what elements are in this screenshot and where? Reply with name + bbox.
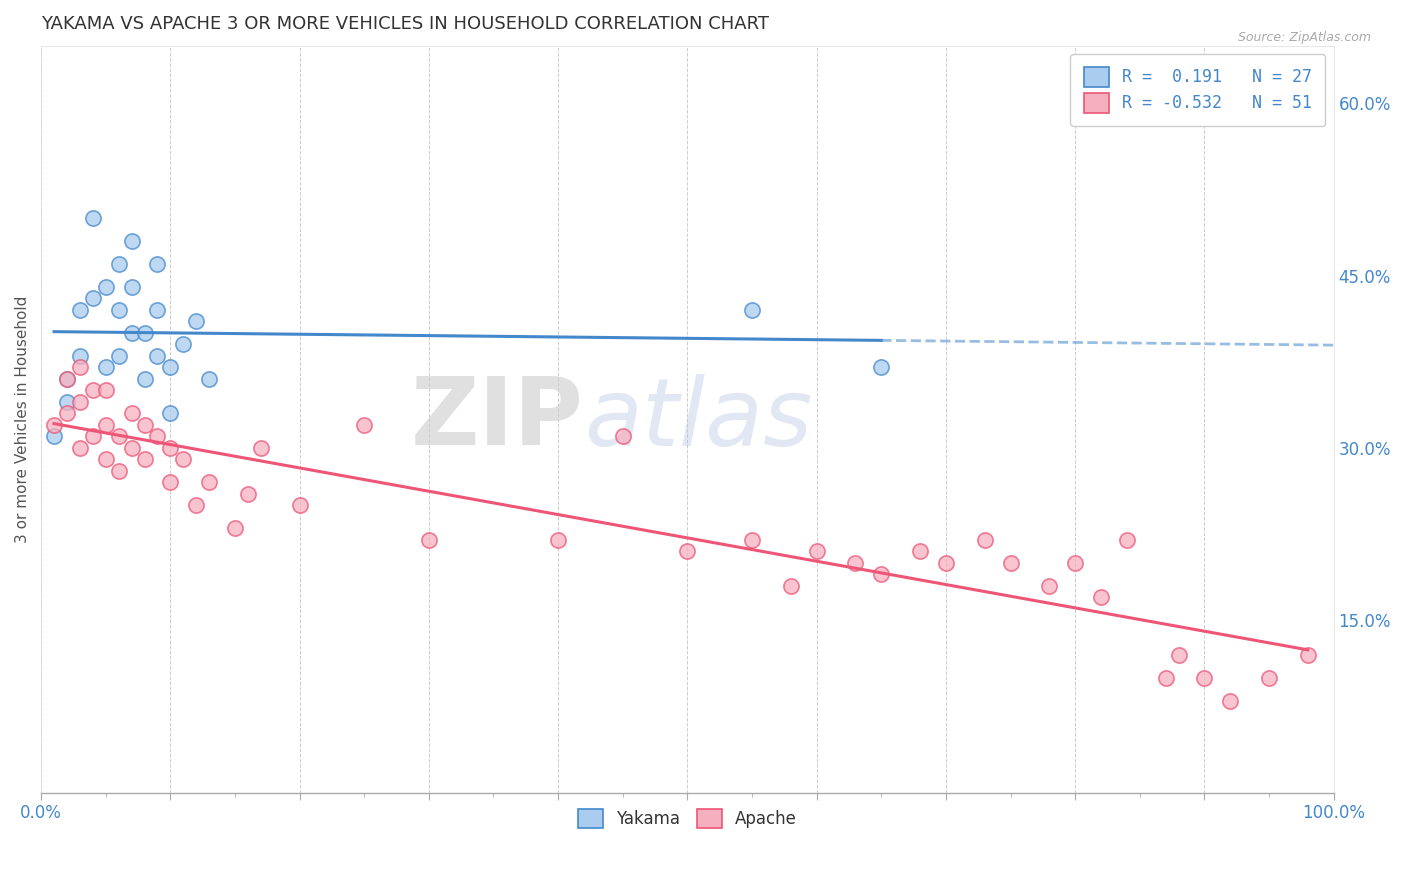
Legend: Yakama, Apache: Yakama, Apache	[569, 801, 806, 837]
Point	[121, 234, 143, 248]
Point	[94, 360, 117, 375]
Point	[94, 452, 117, 467]
Point	[1154, 671, 1177, 685]
Point	[159, 406, 181, 420]
Point	[741, 533, 763, 547]
Point	[353, 417, 375, 432]
Point	[69, 395, 91, 409]
Point	[1064, 556, 1087, 570]
Point	[844, 556, 866, 570]
Text: ZIP: ZIP	[411, 373, 583, 465]
Point	[82, 429, 104, 443]
Y-axis label: 3 or more Vehicles in Household: 3 or more Vehicles in Household	[15, 295, 30, 543]
Text: YAKAMA VS APACHE 3 OR MORE VEHICLES IN HOUSEHOLD CORRELATION CHART: YAKAMA VS APACHE 3 OR MORE VEHICLES IN H…	[41, 15, 769, 33]
Point	[1219, 694, 1241, 708]
Point	[1090, 591, 1112, 605]
Point	[935, 556, 957, 570]
Point	[69, 360, 91, 375]
Point	[908, 544, 931, 558]
Point	[82, 384, 104, 398]
Point	[56, 372, 79, 386]
Point	[236, 487, 259, 501]
Point	[121, 406, 143, 420]
Point	[1038, 579, 1060, 593]
Point	[107, 464, 129, 478]
Point	[870, 360, 893, 375]
Point	[146, 303, 169, 318]
Point	[69, 441, 91, 455]
Point	[107, 257, 129, 271]
Text: atlas: atlas	[583, 374, 813, 465]
Point	[134, 417, 156, 432]
Point	[741, 303, 763, 318]
Point	[159, 441, 181, 455]
Point	[288, 499, 311, 513]
Point	[198, 372, 221, 386]
Point	[612, 429, 634, 443]
Point	[1000, 556, 1022, 570]
Point	[186, 499, 208, 513]
Point	[172, 337, 194, 351]
Point	[806, 544, 828, 558]
Point	[547, 533, 569, 547]
Point	[1167, 648, 1189, 662]
Point	[224, 521, 246, 535]
Point	[42, 429, 65, 443]
Point	[107, 429, 129, 443]
Point	[56, 372, 79, 386]
Point	[146, 257, 169, 271]
Point	[418, 533, 440, 547]
Point	[159, 360, 181, 375]
Point	[779, 579, 801, 593]
Point	[973, 533, 995, 547]
Point	[198, 475, 221, 490]
Point	[186, 314, 208, 328]
Point	[159, 475, 181, 490]
Point	[870, 567, 893, 582]
Point	[146, 429, 169, 443]
Point	[1258, 671, 1281, 685]
Point	[69, 303, 91, 318]
Point	[121, 326, 143, 340]
Point	[82, 292, 104, 306]
Point	[56, 395, 79, 409]
Point	[121, 441, 143, 455]
Point	[69, 349, 91, 363]
Point	[1115, 533, 1137, 547]
Point	[1296, 648, 1319, 662]
Point	[1194, 671, 1216, 685]
Point	[134, 372, 156, 386]
Point	[94, 417, 117, 432]
Point	[121, 280, 143, 294]
Point	[56, 406, 79, 420]
Point	[134, 326, 156, 340]
Text: Source: ZipAtlas.com: Source: ZipAtlas.com	[1237, 31, 1371, 45]
Point	[42, 417, 65, 432]
Point	[250, 441, 273, 455]
Point	[107, 303, 129, 318]
Point	[94, 280, 117, 294]
Point	[146, 349, 169, 363]
Point	[82, 211, 104, 225]
Point	[172, 452, 194, 467]
Point	[676, 544, 699, 558]
Point	[94, 384, 117, 398]
Point	[107, 349, 129, 363]
Point	[134, 452, 156, 467]
